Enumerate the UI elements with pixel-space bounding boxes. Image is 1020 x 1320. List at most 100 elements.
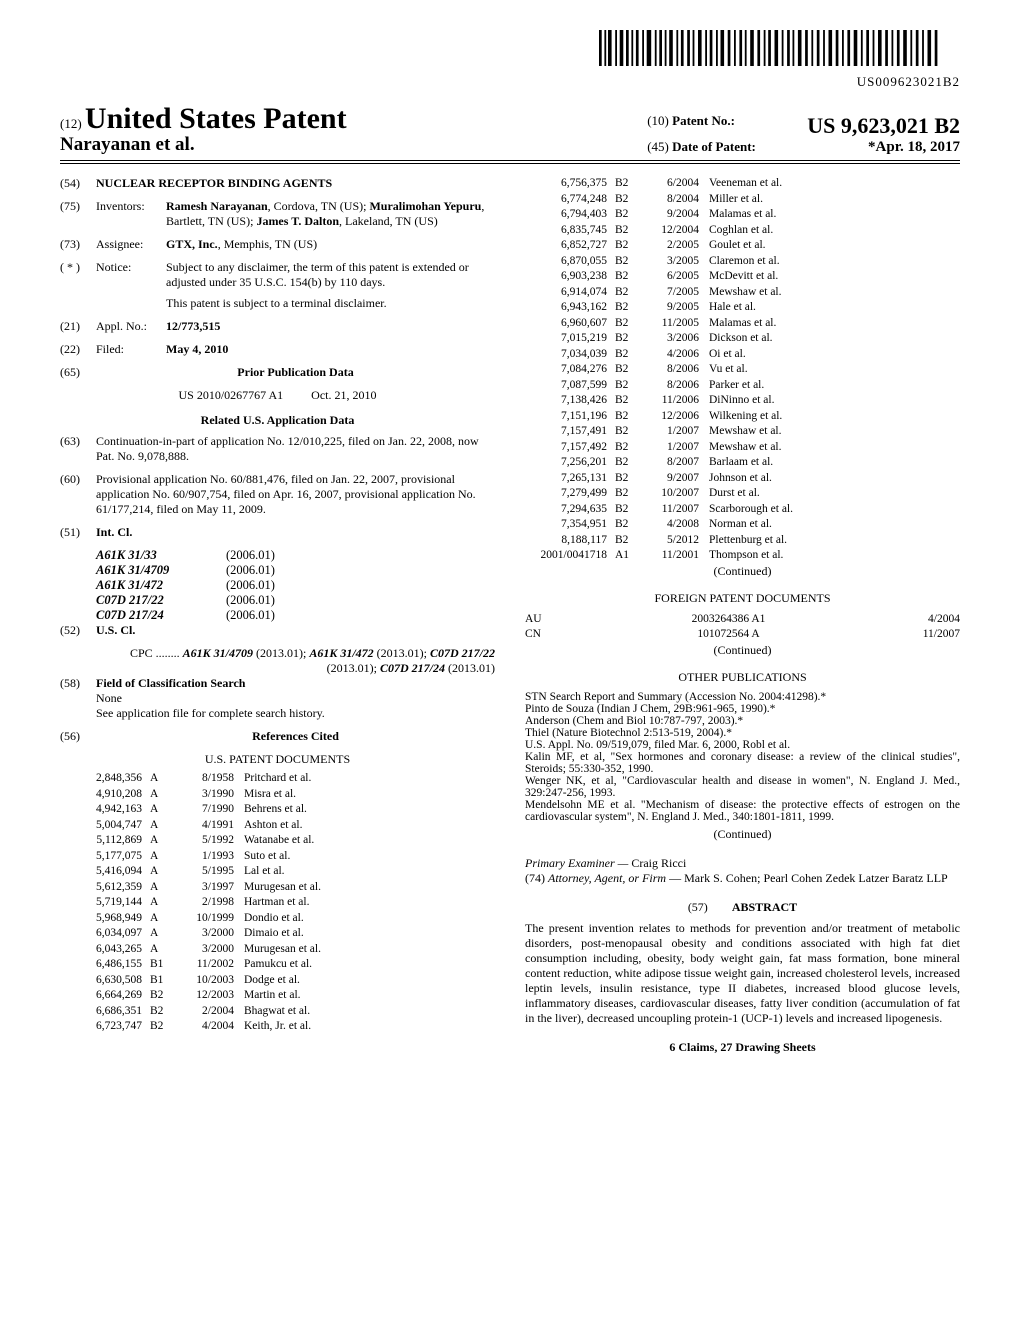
patent-ref-row: 6,794,403B29/2004Malamas et al. (525, 207, 960, 223)
left-column: (54) NUCLEAR RECEPTOR BINDING AGENTS (75… (60, 176, 495, 1055)
patent-ref-row: 6,914,074B27/2005Mewshaw et al. (525, 285, 960, 301)
prefix-10: (10) (647, 113, 669, 128)
examiner-label: Primary Examiner — (525, 856, 628, 870)
cpc-text: CPC ........ A61K 31/4709 (2013.01); A61… (96, 646, 495, 676)
intcl-row: C07D 217/22(2006.01) (96, 593, 495, 608)
assignee: GTX, Inc., Memphis, TN (US) (166, 237, 495, 252)
intcl-row: C07D 217/24(2006.01) (96, 608, 495, 623)
patent-ref-row: 7,279,499B210/2007Durst et al. (525, 486, 960, 502)
f58-num: (58) (60, 676, 96, 721)
patent-ref-row: 7,151,196B212/2006Wilkening et al. (525, 409, 960, 425)
title-main: United States Patent (85, 102, 347, 135)
patent-ref-row: 5,719,144A2/1998Hartman et al. (60, 895, 495, 911)
intcl-row: A61K 31/4709(2006.01) (96, 563, 495, 578)
f60-num: (60) (60, 472, 96, 517)
intcl-row: A61K 31/472(2006.01) (96, 578, 495, 593)
patent-ref-row: 6,686,351B22/2004Bhagwat et al. (60, 1004, 495, 1020)
patent-no-label: Patent No.: (672, 113, 735, 128)
patent-ref-row: 2,848,356A8/1958Pritchard et al. (60, 771, 495, 787)
patent-ref-row: 8,188,117B25/2012Plettenburg et al. (525, 533, 960, 549)
f58-head: Field of Classification Search (96, 676, 245, 690)
patent-ref-row: 6,870,055B23/2005Claremon et al. (525, 254, 960, 270)
f22-label: Filed: (96, 342, 166, 357)
fstar-num: ( * ) (60, 260, 96, 311)
uspat-head: U.S. PATENT DOCUMENTS (60, 752, 495, 767)
other-head: OTHER PUBLICATIONS (525, 670, 960, 685)
continued-2: (Continued) (525, 643, 960, 658)
continued-1: (Continued) (525, 564, 960, 579)
patent-ref-row: 5,004,747A4/1991Ashton et al. (60, 818, 495, 834)
f21-num: (21) (60, 319, 96, 334)
patent-ref-row: 4,910,208A3/1990Misra et al. (60, 787, 495, 803)
pub-id: US 2010/0267767 A1 (178, 388, 283, 403)
f52-num: (52) (60, 623, 96, 638)
f54-num: (54) (60, 176, 96, 191)
f51-head: Int. Cl. (96, 525, 132, 539)
patent-ref-row: 6,664,269B212/2003Martin et al. (60, 988, 495, 1004)
patent-ref-row: 7,087,599B28/2006Parker et al. (525, 378, 960, 394)
f51-num: (51) (60, 525, 96, 540)
foreign-ref-row: CN101072564 A11/2007 (525, 627, 960, 643)
f73-label: Assignee: (96, 237, 166, 252)
attorney: Mark S. Cohen; Pearl Cohen Zedek Latzer … (684, 871, 948, 885)
patent-no: US 9,623,021 B2 (807, 113, 960, 139)
f63-num: (63) (60, 434, 96, 464)
patent-ref-row: 7,015,219B23/2006Dickson et al. (525, 331, 960, 347)
patent-ref-row: 7,157,492B21/2007Mewshaw et al. (525, 440, 960, 456)
notice-1: Subject to any disclaimer, the term of t… (166, 260, 495, 290)
inventors: Ramesh Narayanan, Cordova, TN (US); Mura… (166, 199, 495, 229)
abstract-head: ABSTRACT (732, 900, 797, 914)
claims-sheets: 6 Claims, 27 Drawing Sheets (525, 1040, 960, 1055)
patent-header: (12) United States Patent Narayanan et a… (60, 102, 960, 161)
barcode-text: US009623021B2 (60, 74, 960, 90)
patent-ref-row: 6,756,375B26/2004Veeneman et al. (525, 176, 960, 192)
patent-ref-row: 6,943,162B29/2005Hale et al. (525, 300, 960, 316)
patent-ref-row: 6,774,248B28/2004Miller et al. (525, 192, 960, 208)
appl-no: 12/773,515 (166, 319, 220, 333)
f22-num: (22) (60, 342, 96, 357)
f63-text: Continuation-in-part of application No. … (96, 434, 495, 464)
patent-ref-row: 7,265,131B29/2007Johnson et al. (525, 471, 960, 487)
date-patent: *Apr. 18, 2017 (807, 139, 960, 156)
attorney-label: (74) Attorney, Agent, or Firm — (525, 871, 681, 885)
foreign-head: FOREIGN PATENT DOCUMENTS (525, 591, 960, 606)
patent-ref-row: 6,486,155B111/2002Pamukcu et al. (60, 957, 495, 973)
continued-3: (Continued) (525, 827, 960, 842)
patent-ref-row: 2001/0041718A111/2001Thompson et al. (525, 548, 960, 564)
pub-date: Oct. 21, 2010 (311, 388, 376, 403)
fstar-label: Notice: (96, 260, 166, 311)
patent-ref-row: 5,112,869A5/1992Watanabe et al. (60, 833, 495, 849)
f73-num: (73) (60, 237, 96, 252)
patent-ref-row: 7,354,951B24/2008Norman et al. (525, 517, 960, 533)
f52-head: U.S. Cl. (96, 623, 135, 637)
patent-ref-row: 7,034,039B24/2006Oi et al. (525, 347, 960, 363)
related-head: Related U.S. Application Data (60, 413, 495, 428)
f60-text: Provisional application No. 60/881,476, … (96, 472, 495, 517)
patent-ref-row: 6,723,747B24/2004Keith, Jr. et al. (60, 1019, 495, 1035)
patent-ref-row: 6,630,508B110/2003Dodge et al. (60, 973, 495, 989)
date-patent-label: Date of Patent: (672, 139, 756, 154)
f75-num: (75) (60, 199, 96, 229)
abstract-text: The present invention relates to methods… (525, 921, 960, 1026)
patent-ref-row: 5,177,075A1/1993Suto et al. (60, 849, 495, 865)
prefix-12: (12) (60, 116, 82, 131)
filed-date: May 4, 2010 (166, 342, 228, 356)
f56-num: (56) (60, 729, 96, 744)
patent-ref-row: 6,960,607B211/2005Malamas et al. (525, 316, 960, 332)
inventor-header: Narayanan et al. (60, 134, 347, 156)
patent-ref-row: 7,084,276B28/2006Vu et al. (525, 362, 960, 378)
patent-ref-row: 6,903,238B26/2005McDevitt et al. (525, 269, 960, 285)
f75-label: Inventors: (96, 199, 166, 229)
patent-ref-row: 6,835,745B212/2004Coghlan et al. (525, 223, 960, 239)
patent-ref-row: 7,294,635B211/2007Scarborough et al. (525, 502, 960, 518)
f21-label: Appl. No.: (96, 319, 166, 334)
f56-head: References Cited (252, 729, 339, 743)
patent-ref-row: 7,256,201B28/2007Barlaam et al. (525, 455, 960, 471)
foreign-ref-row: AU2003264386 A14/2004 (525, 612, 960, 628)
invention-title: NUCLEAR RECEPTOR BINDING AGENTS (96, 176, 332, 190)
abstract-num: (57) (688, 900, 708, 914)
other-pubs: STN Search Report and Summary (Accession… (525, 691, 960, 823)
examiner: Craig Ricci (631, 856, 686, 870)
notice-2: This patent is subject to a terminal dis… (166, 296, 495, 311)
intcl-row: A61K 31/33(2006.01) (96, 548, 495, 563)
